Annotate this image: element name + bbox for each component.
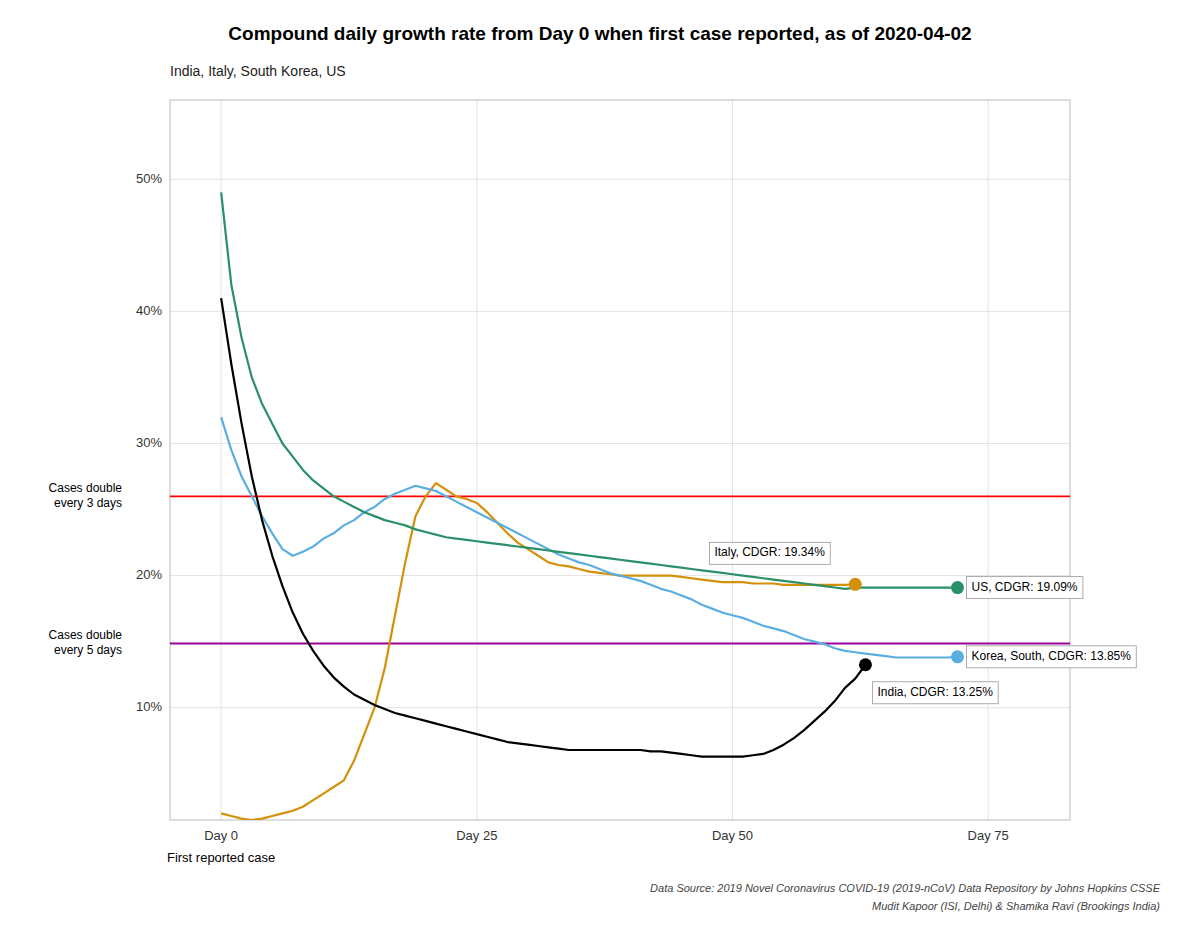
y-grid-line xyxy=(170,311,1070,312)
source: Data Source: 2019 Novel Coronavirus COVI… xyxy=(650,882,1161,894)
series-line xyxy=(221,417,957,657)
x-tick-label: Day 75 xyxy=(968,828,1009,843)
series-line xyxy=(221,483,855,820)
reference-label: Cases doubleevery 3 days xyxy=(49,481,123,510)
x-grid-line xyxy=(221,100,222,820)
reference-line xyxy=(170,496,1070,498)
annotations: Italy, CDGR: 19.34% US, CDGR: 19.09% Korea… xyxy=(709,542,1136,703)
end-dot xyxy=(849,578,862,591)
x-tick-label: Day 25 xyxy=(456,828,497,843)
annotation-box xyxy=(967,577,1083,599)
reference-label: Cases doubleevery 5 days xyxy=(49,628,123,657)
series-line xyxy=(221,192,957,588)
annotation-box xyxy=(967,646,1137,668)
annotation-label: Italy, CDGR: 19.34% xyxy=(714,545,825,559)
x-grid-line xyxy=(988,100,989,820)
y-tick-label: 30% xyxy=(136,435,162,450)
y-grid-line xyxy=(170,707,1070,708)
annotation-box xyxy=(709,542,830,564)
annotation-label: Korea, South, CDGR: 13.85% xyxy=(972,649,1132,663)
chart: Compound daily growth rate from Day 0 wh… xyxy=(0,0,1200,944)
end-dot xyxy=(859,658,872,671)
plot-frame xyxy=(170,100,1070,820)
annotation: US, CDGR: 19.09% xyxy=(967,577,1083,599)
y-tick-label: 50% xyxy=(136,171,162,186)
annotation: India, CDGR: 13.25% xyxy=(872,682,998,704)
y-tick-label: 10% xyxy=(136,699,162,714)
annotation-label: India, CDGR: 13.25% xyxy=(877,685,993,699)
subtitle: India, Italy, South Korea, US xyxy=(170,63,346,79)
annotation-label: US, CDGR: 19.09% xyxy=(972,580,1078,594)
y-grid-line xyxy=(170,443,1070,444)
x-grid-line xyxy=(732,100,733,820)
reference-line xyxy=(170,643,1070,645)
title: Compound daily growth rate from Day 0 wh… xyxy=(228,23,971,44)
annotation-box xyxy=(872,682,998,704)
end-dot xyxy=(951,581,964,594)
x-tick-label: Day 0 xyxy=(204,828,238,843)
series-line xyxy=(221,298,865,756)
y-grid-line xyxy=(170,179,1070,180)
plot-area xyxy=(170,192,1070,820)
grid xyxy=(170,100,1070,820)
x-tick-label: Day 50 xyxy=(712,828,753,843)
source: Mudit Kapoor (ISI, Delhi) & Shamika Ravi… xyxy=(872,900,1160,912)
x-annotation: First reported case xyxy=(167,850,275,865)
y-tick-label: 20% xyxy=(136,567,162,582)
y-tick-label: 40% xyxy=(136,303,162,318)
annotation: Italy, CDGR: 19.34% xyxy=(709,542,830,564)
annotation: Korea, South, CDGR: 13.85% xyxy=(967,646,1137,668)
end-dot xyxy=(951,650,964,663)
x-grid-line xyxy=(476,100,477,820)
